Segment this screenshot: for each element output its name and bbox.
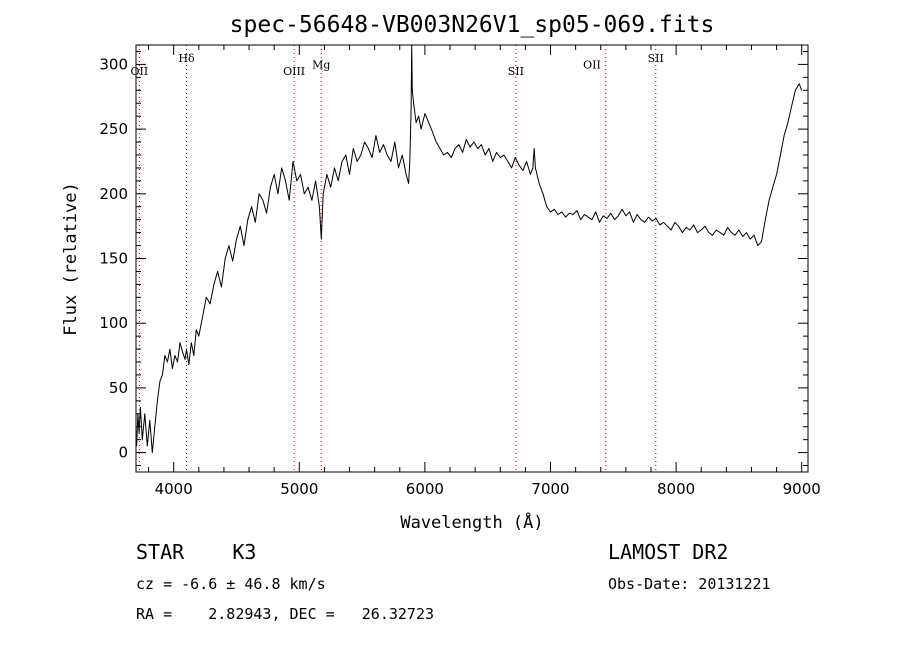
- y-tick-label: 0: [118, 444, 128, 462]
- y-tick-label: 250: [99, 120, 128, 138]
- spectral-line-label: OII: [583, 59, 601, 72]
- spectral-line-markers: OII Hδ OIII Mg SII OII SII: [131, 45, 664, 472]
- x-axis-label: Wavelength (Å): [400, 511, 543, 533]
- x-tick-label: 5000: [280, 480, 318, 498]
- y-tick-label: 100: [99, 314, 128, 332]
- spectral-line-label: OII: [131, 65, 149, 78]
- velocity-readout: cz = -6.6 ± 46.8 km/s: [136, 575, 326, 593]
- x-tick-label: 6000: [406, 480, 444, 498]
- observation-date: Obs-Date: 20131221: [608, 575, 771, 593]
- y-tick-label: 200: [99, 185, 128, 203]
- spectral-line-label: Mg: [312, 59, 330, 72]
- y-tick-label: 150: [99, 250, 128, 268]
- spectral-line-label: Hδ: [178, 52, 195, 65]
- chart-title: spec-56648-VB003N26V1_sp05-069.fits: [230, 12, 715, 38]
- spectrum-series: [136, 44, 803, 454]
- spectrum-line: [136, 44, 803, 454]
- x-tick-label: 7000: [531, 480, 569, 498]
- spectral-line-label: OIII: [283, 65, 305, 78]
- y-tick-label: 50: [109, 379, 128, 397]
- x-tick-label: 8000: [657, 480, 695, 498]
- spectral-line-label: SII: [648, 52, 664, 65]
- spectral-line-label: SII: [508, 65, 524, 78]
- plot-frame: [135, 44, 809, 473]
- survey-name: LAMOST DR2: [608, 540, 729, 564]
- axis-ticks: 4000 5000 6000 7000 8000 9000 0 50 100 150 200 250 3…: [99, 45, 821, 498]
- x-tick-label: 9000: [783, 480, 821, 498]
- y-axis-label: Flux (relative): [61, 182, 81, 336]
- coordinates-readout: RA = 2.82943, DEC = 26.32723: [136, 605, 435, 623]
- y-tick-label: 300: [99, 55, 128, 73]
- x-tick-label: 4000: [155, 480, 193, 498]
- object-classification: STAR K3: [136, 540, 257, 564]
